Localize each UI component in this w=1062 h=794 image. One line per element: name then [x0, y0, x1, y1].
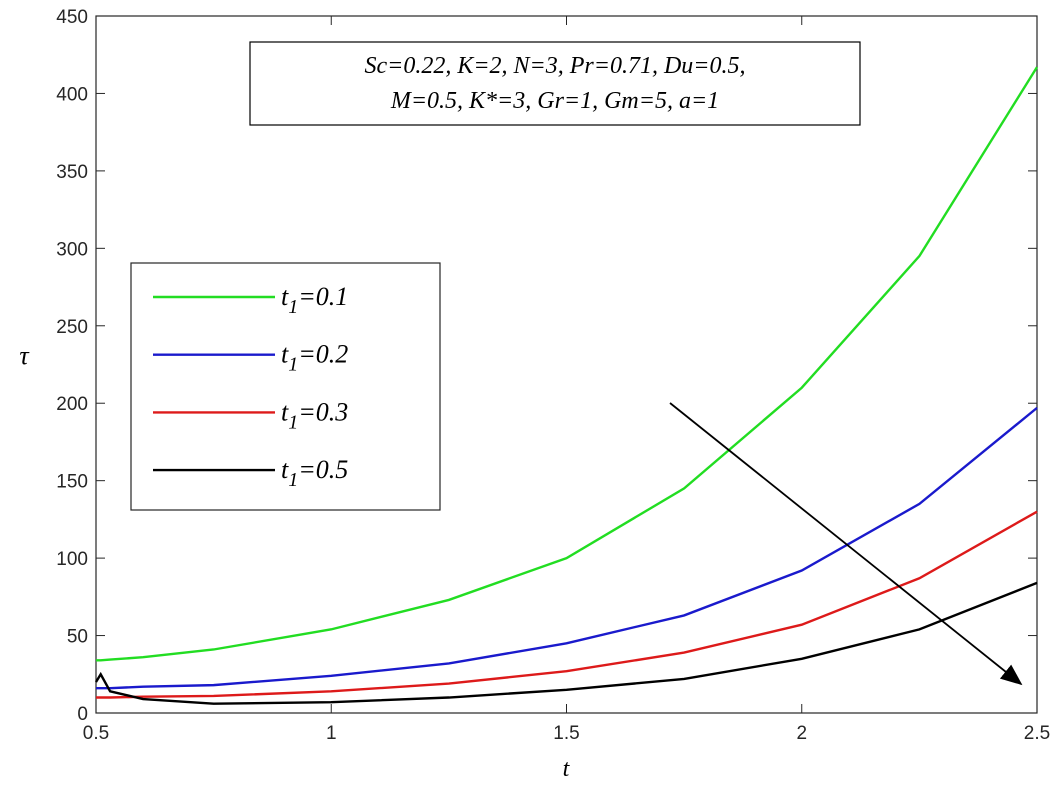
- y-tick-label: 150: [56, 472, 88, 493]
- x-tick-label: 2.5: [1024, 723, 1050, 744]
- y-tick-label: 100: [56, 549, 88, 570]
- y-tick-label: 300: [56, 239, 88, 260]
- data-line: [96, 66, 1039, 662]
- x-tick-label: 2: [796, 723, 807, 744]
- data-line: [96, 510, 1038, 699]
- x-axis-label: t: [563, 756, 571, 782]
- x-tick-label: 0.5: [83, 723, 109, 744]
- plot-layer: 0.5 1 1.5 2 2.5 0 50 100 150 200 250 300 350 400 450: [56, 7, 1050, 744]
- legend-label: t1=0.5: [281, 455, 348, 491]
- data-line: [94, 581, 1038, 705]
- x-tick-label: 1.5: [553, 723, 579, 744]
- y-tick-label: 250: [56, 317, 88, 338]
- y-tick-label: 50: [67, 627, 88, 648]
- annotation: Sc=0.22, K=2, N=3, Pr=0.71, Du=0.5,: [365, 53, 746, 79]
- x-tick-label: 1: [326, 723, 337, 744]
- legend: t1=0.1 t1=0.2 t1=0.3 t1=0.5: [153, 282, 348, 491]
- y-tick-label: 400: [56, 84, 88, 105]
- y-axis-label: τ: [19, 341, 30, 370]
- legend-label: t1=0.2: [281, 340, 348, 376]
- y-tick-label: 350: [56, 162, 88, 183]
- y-tick-label: 200: [56, 394, 88, 415]
- legend-box: [130, 262, 441, 511]
- legend-label: t1=0.3: [281, 397, 348, 433]
- legend-label: t1=0.1: [281, 282, 348, 318]
- y-tick-label: 450: [56, 7, 88, 28]
- y-tick-label: 0: [77, 704, 88, 725]
- annotation-box: [249, 41, 861, 126]
- trend-arrow: [669, 402, 1023, 686]
- annotation: M=0.5, K*=3, Gr=1, Gm=5, a=1: [390, 88, 719, 114]
